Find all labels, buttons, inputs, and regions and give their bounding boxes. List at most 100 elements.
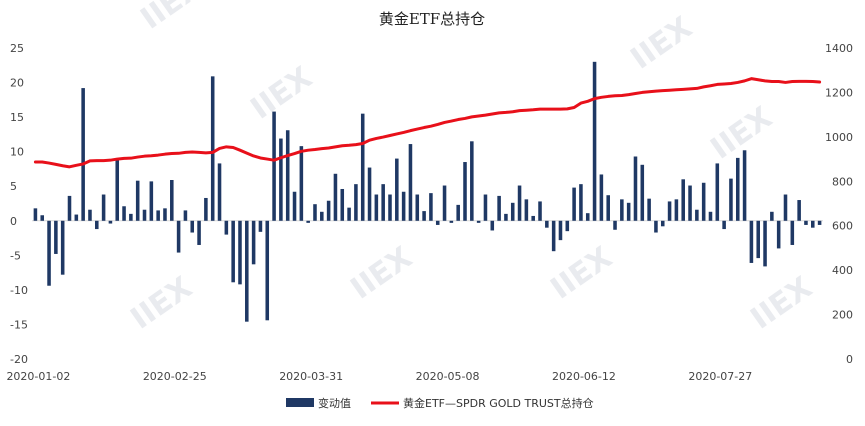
y-left-tick-label: 0 (10, 215, 17, 228)
y-right-tick-label: 200 (832, 309, 853, 322)
bar (74, 214, 79, 221)
bar (95, 220, 99, 230)
bar (401, 191, 406, 221)
bar (60, 220, 65, 275)
bar (797, 200, 801, 221)
bar (558, 220, 563, 241)
bar (476, 220, 481, 223)
bar (770, 211, 774, 221)
y-left-tick-label: -10 (10, 284, 28, 297)
bar (517, 185, 522, 221)
watermark-logo: IIEX (125, 270, 199, 336)
watermark-logo: IIEX (625, 10, 699, 76)
bar (729, 178, 733, 221)
y-left-tick-label: -20 (10, 353, 28, 366)
y-right-tick-label: 1000 (825, 131, 853, 144)
y-left-tick-label: 10 (10, 146, 24, 159)
watermark-logo: IIEX (705, 100, 779, 166)
bar (347, 207, 351, 221)
bar (408, 144, 413, 221)
bar (742, 150, 747, 221)
bar (170, 180, 174, 221)
bar (681, 179, 685, 221)
bar (470, 141, 474, 221)
watermark-logo: IIEX (345, 240, 419, 306)
bar (606, 195, 610, 221)
bar (463, 162, 467, 221)
bar (660, 220, 665, 227)
bar (354, 184, 358, 221)
bar (204, 197, 208, 221)
y-right-tick-label: 0 (846, 353, 853, 366)
y-right-tick-label: 1200 (825, 86, 853, 99)
bar (708, 211, 713, 221)
y-axis-right: 0 200 400 600 800 1000 1200 1400 (825, 42, 853, 366)
bar (654, 220, 658, 233)
bar (695, 209, 699, 221)
y-left-tick-label: 5 (10, 180, 17, 193)
bar (326, 200, 331, 221)
x-tick-label: 2020-02-25 (143, 370, 207, 383)
bar (565, 220, 570, 232)
bar (217, 163, 222, 221)
bar (367, 167, 372, 221)
bar (224, 220, 229, 235)
bar (306, 220, 310, 223)
bar (429, 193, 433, 221)
bar (483, 194, 488, 221)
watermark-logo: IIEX (745, 270, 819, 336)
bar (142, 209, 147, 221)
line-series (33, 77, 822, 169)
y-left-tick-label: 20 (10, 77, 24, 90)
bar (340, 188, 345, 221)
bar (395, 158, 399, 221)
bar (715, 163, 720, 221)
legend-bar-label: 变动值 (318, 396, 351, 410)
bar (504, 213, 508, 221)
bar (360, 113, 365, 221)
x-tick-label: 2020-06-12 (552, 370, 616, 383)
bar (749, 220, 754, 263)
bar (67, 195, 72, 221)
x-axis: 2020-01-02 2020-02-25 2020-03-31 2020-05-08… (6, 370, 752, 383)
bar (585, 213, 590, 221)
bar (613, 220, 617, 230)
bar (320, 211, 324, 221)
bar (415, 194, 420, 221)
bar (292, 191, 297, 221)
bar (647, 198, 651, 221)
bar (210, 76, 215, 221)
bar (374, 194, 379, 221)
bar (763, 220, 767, 267)
bar (524, 199, 529, 221)
y-left-tick-label: 25 (10, 42, 24, 55)
bar (115, 158, 120, 221)
bar (156, 210, 160, 221)
y-right-tick-label: 600 (832, 220, 853, 233)
bar (190, 220, 195, 233)
bar (667, 201, 672, 221)
bar (197, 220, 201, 245)
bar (435, 220, 440, 225)
bar (231, 220, 235, 283)
bar (381, 184, 385, 221)
x-tick-label: 2020-01-02 (6, 370, 70, 383)
bar (538, 201, 542, 221)
bar (265, 220, 270, 321)
bar (149, 181, 154, 221)
bar (388, 194, 392, 221)
bar (756, 220, 760, 259)
bar (804, 220, 808, 225)
bar (449, 220, 454, 223)
bar (456, 204, 460, 221)
x-tick-label: 2020-05-08 (416, 370, 480, 383)
bar (497, 195, 501, 221)
bar (620, 199, 624, 221)
watermark-logo: IIEX (245, 60, 319, 126)
bar (579, 184, 583, 221)
bar (640, 164, 645, 221)
chart-title: 黄金ETF总持仓 (379, 10, 485, 28)
bar (490, 220, 495, 231)
bar (674, 199, 679, 221)
bar (47, 220, 51, 286)
